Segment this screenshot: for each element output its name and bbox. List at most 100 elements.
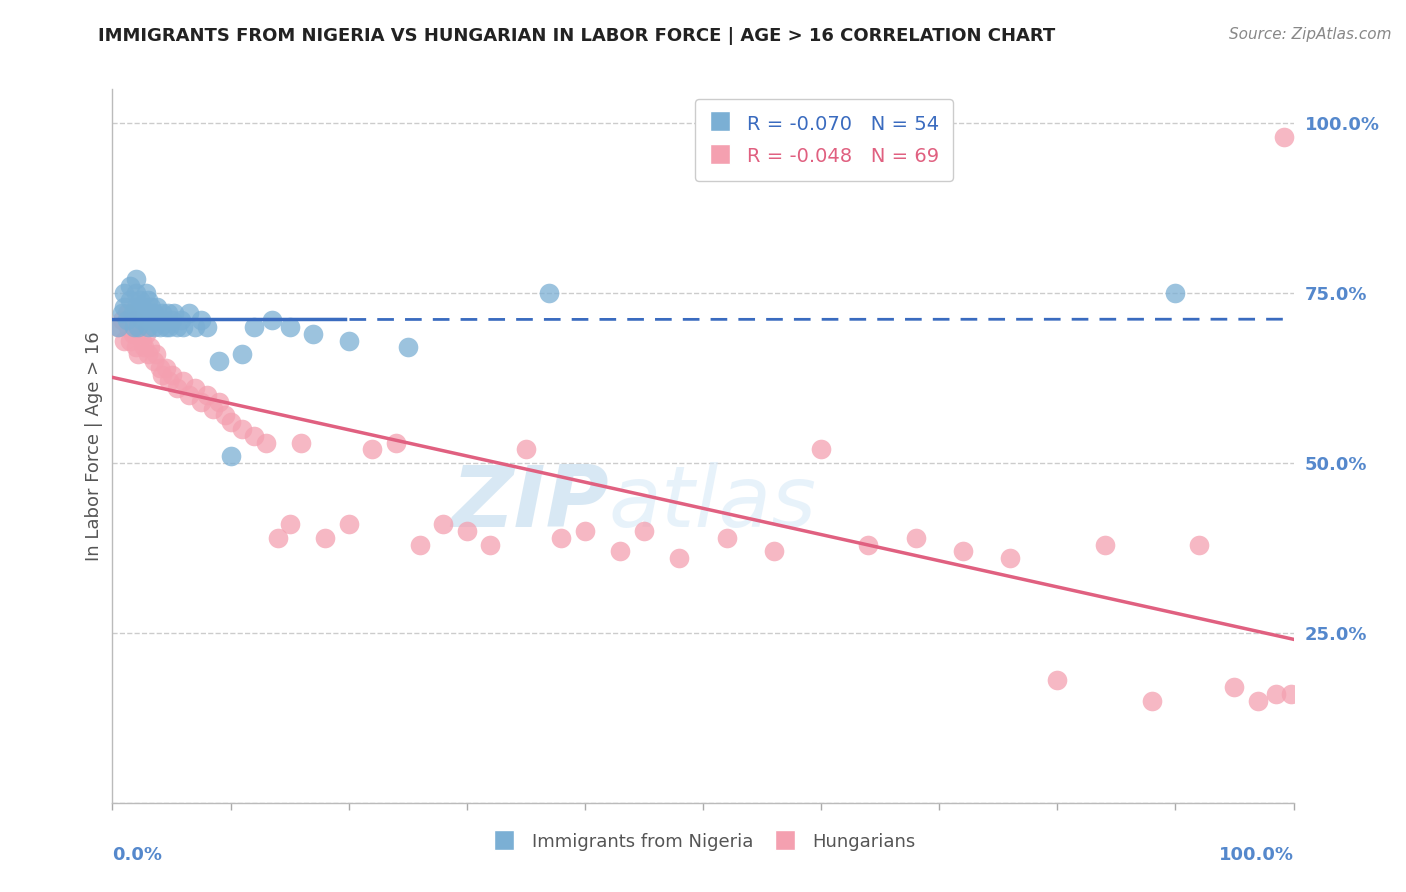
Point [166, 381, 188, 395]
Text: 0.0%: 0.0% [112, 846, 163, 863]
Text: atlas: atlas [609, 461, 817, 545]
Point [479, 537, 502, 551]
Point [998, 551, 1021, 566]
Point [141, 300, 163, 314]
Legend: Immigrants from Nigeria, Hungarians: Immigrants from Nigeria, Hungarians [482, 826, 924, 858]
Point [361, 442, 384, 457]
Point [1247, 694, 1270, 708]
Point [142, 354, 165, 368]
Point [432, 517, 454, 532]
Point [1140, 694, 1163, 708]
Point [112, 300, 135, 314]
Point [160, 368, 183, 382]
Point [337, 334, 360, 348]
Point [107, 320, 129, 334]
Point [243, 429, 266, 443]
Point [904, 531, 927, 545]
Point [146, 300, 169, 314]
Point [142, 306, 165, 320]
Point [122, 313, 145, 327]
Point [231, 347, 253, 361]
Point [195, 320, 218, 334]
Point [278, 320, 301, 334]
Point [179, 388, 201, 402]
Point [538, 286, 561, 301]
Point [150, 368, 173, 382]
Point [1164, 286, 1187, 301]
Point [145, 313, 167, 327]
Point [157, 320, 180, 334]
Point [149, 360, 172, 375]
Point [302, 326, 325, 341]
Point [120, 279, 142, 293]
Point [156, 306, 179, 320]
Point [1188, 537, 1211, 551]
Point [858, 537, 880, 551]
Point [609, 544, 631, 558]
Point [134, 341, 156, 355]
Point [145, 347, 167, 361]
Point [762, 544, 785, 558]
Point [115, 313, 138, 327]
Point [112, 334, 135, 348]
Point [149, 320, 172, 334]
Point [184, 381, 207, 395]
Point [172, 375, 194, 389]
Point [136, 293, 159, 307]
Y-axis label: In Labor Force | Age > 16: In Labor Force | Age > 16 [84, 331, 103, 561]
Point [290, 435, 312, 450]
Point [121, 326, 143, 341]
Point [172, 320, 194, 334]
Point [125, 300, 148, 314]
Point [385, 435, 408, 450]
Point [131, 300, 153, 314]
Point [135, 326, 157, 341]
Point [120, 334, 142, 348]
Point [1279, 687, 1302, 701]
Point [139, 341, 162, 355]
Point [219, 415, 242, 429]
Point [125, 286, 148, 301]
Point [219, 449, 242, 463]
Point [131, 313, 153, 327]
Point [214, 409, 236, 423]
Point [260, 313, 283, 327]
Text: 100.0%: 100.0% [1219, 846, 1294, 863]
Point [152, 313, 174, 327]
Point [157, 375, 180, 389]
Text: IMMIGRANTS FROM NIGERIA VS HUNGARIAN IN LABOR FORCE | AGE > 16 CORRELATION CHART: IMMIGRANTS FROM NIGERIA VS HUNGARIAN IN … [98, 27, 1056, 45]
Point [111, 306, 134, 320]
Point [314, 531, 336, 545]
Point [121, 306, 143, 320]
Point [136, 320, 159, 334]
Point [122, 320, 145, 334]
Point [142, 320, 165, 334]
Point [155, 320, 177, 334]
Point [190, 394, 212, 409]
Point [201, 401, 224, 416]
Point [112, 286, 135, 301]
Point [1272, 129, 1295, 144]
Point [810, 442, 832, 457]
Point [396, 341, 419, 355]
Point [120, 293, 142, 307]
Point [166, 320, 188, 334]
Point [574, 524, 596, 538]
Point [337, 517, 360, 532]
Point [1094, 537, 1116, 551]
Point [254, 435, 277, 450]
Point [135, 286, 157, 301]
Point [184, 320, 207, 334]
Point [115, 306, 138, 320]
Point [231, 422, 253, 436]
Point [131, 334, 153, 348]
Point [408, 537, 430, 551]
Point [107, 320, 129, 334]
Point [125, 272, 148, 286]
Text: ZIP: ZIP [451, 461, 609, 545]
Point [163, 306, 186, 320]
Point [195, 388, 218, 402]
Point [127, 306, 149, 320]
Point [150, 306, 173, 320]
Point [111, 313, 134, 327]
